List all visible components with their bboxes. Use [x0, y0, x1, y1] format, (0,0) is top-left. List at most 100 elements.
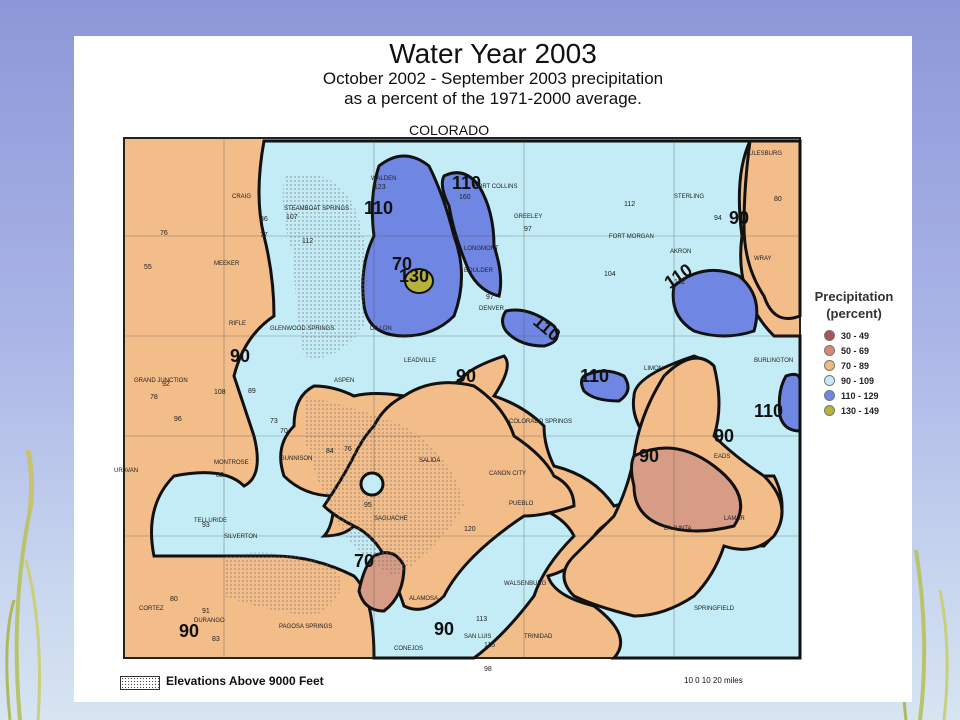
station-value: 76 [344, 446, 352, 453]
contour-label: 110 [580, 366, 610, 386]
region-110-129-denver [501, 308, 559, 348]
station-value: 112 [624, 201, 636, 208]
station-value: 96 [174, 416, 182, 423]
contour-label: 90 [179, 621, 200, 641]
station-value: 108 [214, 389, 226, 396]
elevation-stipple-south [224, 552, 341, 616]
city-label: ASPEN [334, 378, 355, 384]
city-label: CONEJOS [394, 646, 424, 652]
legend-label: 30 - 49 [841, 330, 870, 341]
station-value: 98 [484, 666, 492, 673]
station-value: 160 [459, 194, 471, 201]
station-value: 95 [364, 502, 372, 509]
elevation-footnote: Elevations Above 9000 Feet [166, 674, 324, 688]
station-value: 84 [326, 448, 334, 455]
contour-label: 110 [364, 198, 394, 218]
station-value: 123 [374, 184, 386, 191]
contour-label: 90 [434, 619, 455, 639]
station-value: 97 [486, 294, 494, 301]
city-label: CORTEZ [139, 606, 164, 612]
station-value: 78 [150, 394, 158, 401]
station-value: 91 [202, 608, 210, 615]
city-label: URAVAN [114, 468, 139, 474]
region-110-129-limon [580, 369, 630, 403]
contour-label: 90 [639, 446, 660, 466]
legend-swatch [824, 360, 835, 371]
city-label: GLENWOOD SPRINGS [270, 326, 335, 332]
city-label: SALIDA [419, 458, 441, 464]
city-label: RIFLE [229, 321, 247, 327]
legend-item: 30 - 49 [824, 328, 904, 343]
map-subtitle-line1: October 2002 - September 2003 precipitat… [322, 69, 664, 88]
city-label: JULESBURG [746, 151, 783, 157]
precipitation-map [123, 137, 802, 660]
city-label: PAGOSA SPRINGS [279, 624, 333, 630]
station-value: 70 [280, 428, 288, 435]
city-label: TRINIDAD [524, 634, 553, 640]
city-label: DURANGO [194, 618, 225, 624]
station-value: 94 [714, 215, 722, 222]
contour-label: 70 [354, 551, 375, 571]
city-label: FORT COLLINS [474, 184, 518, 190]
city-label: MONTROSE [214, 460, 249, 466]
legend-label: 110 - 129 [841, 390, 879, 401]
city-label: LONGMONT [464, 246, 499, 252]
scale-bar: 10 0 10 20 miles [684, 676, 743, 685]
city-label: LIMON [644, 366, 664, 372]
city-label: LA JUNTA [664, 526, 692, 532]
legend-swatch [824, 405, 835, 416]
city-label: COLORADO SPRINGS [509, 419, 573, 425]
station-value: 112 [674, 279, 686, 286]
grass-decoration-left [5, 449, 41, 720]
station-value: 112 [302, 238, 314, 245]
contour-label: 90 [729, 208, 750, 228]
legend-swatch [824, 330, 835, 341]
station-value: 77 [260, 232, 268, 239]
city-label: DENVER [479, 306, 505, 312]
contour-label: 90 [714, 426, 735, 446]
station-value: 97 [524, 226, 532, 233]
map-card: Water Year 2003 October 2002 - September… [74, 36, 912, 702]
legend-swatch [824, 375, 835, 386]
city-label: MEEKER [214, 261, 240, 267]
contour-label: 110 [754, 401, 784, 421]
city-label: DILLON [370, 326, 392, 332]
city-label: WALSENBURG [504, 581, 547, 587]
city-label: SAGUACHE [374, 516, 408, 522]
station-value: 76 [160, 230, 168, 237]
city-label: BOULDER [464, 268, 494, 274]
station-value: 92 [162, 381, 170, 388]
city-label: WALDEN [371, 176, 397, 182]
legend-items: 30 - 49 50 - 69 70 - 89 90 - 109 110 - 129 13… [804, 328, 904, 418]
region-50-69-east [630, 446, 743, 533]
elevation-key-swatch [120, 676, 160, 690]
legend-item: 90 - 109 [824, 373, 904, 388]
legend-item: 50 - 69 [824, 343, 904, 358]
legend-title-line2: (percent) [826, 306, 882, 321]
city-label: ALAMOSA [409, 596, 439, 602]
region-110-129-northeast [440, 171, 503, 298]
contour-label: 130 [399, 266, 430, 286]
contour-label: 110 [452, 173, 482, 193]
station-value: 113 [476, 616, 488, 623]
region-90-109-isolated [359, 471, 385, 497]
legend-label: 70 - 89 [841, 360, 870, 371]
legend-label: 90 - 109 [841, 375, 875, 386]
region-70-89-northeast [742, 139, 802, 320]
station-value: 115 [484, 642, 496, 649]
elevation-stipple-north [282, 174, 368, 358]
legend-title-line1: Precipitation [814, 289, 894, 304]
station-value: 82 [216, 472, 224, 479]
station-value: 107 [286, 214, 298, 221]
city-label: GRAND JUNCTION [134, 378, 188, 384]
legend-swatch [824, 345, 835, 356]
legend: Precipitation (percent) 30 - 49 50 - 69 70… [804, 288, 904, 418]
station-value: 120 [464, 526, 476, 533]
station-value: 73 [270, 418, 278, 425]
contour-label: 90 [230, 346, 251, 366]
map-subtitle-line2: as a percent of the 1971-2000 average. [344, 89, 642, 108]
legend-label: 50 - 69 [841, 345, 870, 356]
legend-item: 130 - 149 [824, 403, 904, 418]
region-110-129-burlington [777, 372, 802, 433]
state-label: COLORADO [409, 122, 490, 138]
